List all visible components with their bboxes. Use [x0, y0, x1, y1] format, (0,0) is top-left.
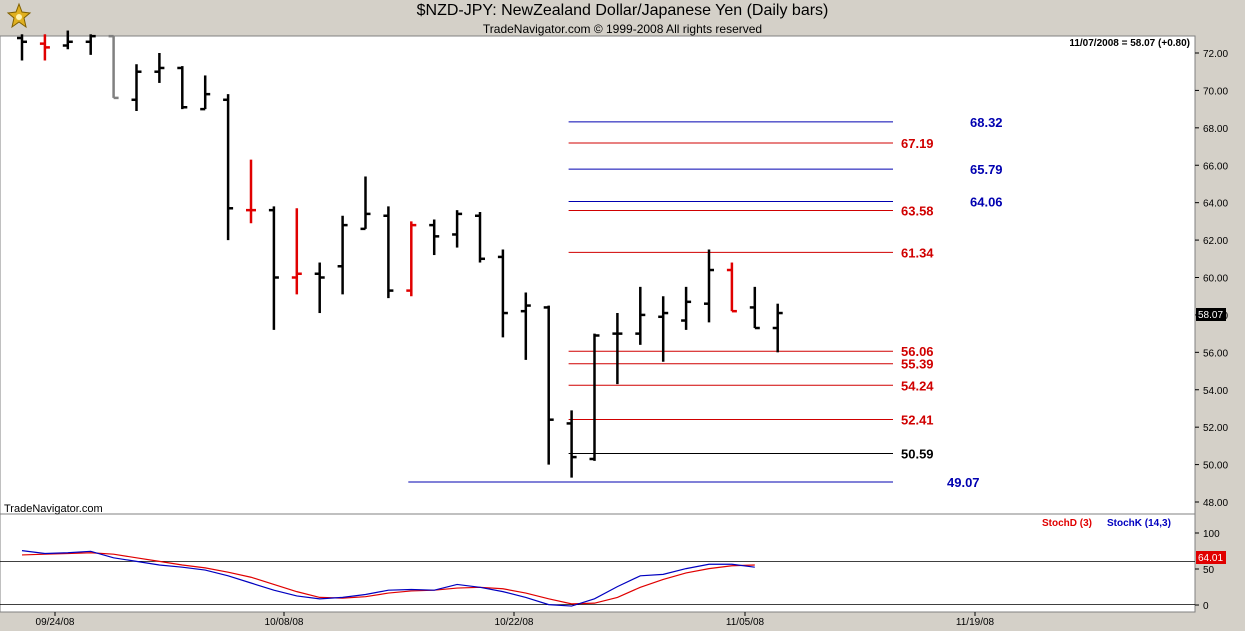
- stoch-d-line: [21, 552, 755, 605]
- price-tick-label: 60.00: [1203, 274, 1228, 285]
- fib-level-label: 68.32: [970, 115, 1003, 130]
- price-tick-label: 50.00: [1203, 461, 1228, 472]
- fib-level-label: 56.06: [901, 344, 934, 359]
- price-tick-label: 48.00: [1203, 498, 1228, 509]
- fib-level-label: 61.34: [901, 245, 934, 260]
- fib-level-label: 67.19: [901, 136, 934, 151]
- current-price-tag: [1196, 308, 1226, 321]
- stoch-current-tag: [1196, 551, 1226, 564]
- stoch-tick-label: 0: [1203, 601, 1209, 612]
- price-panel: [0, 35, 1196, 515]
- stoch-tick-label: 50: [1203, 565, 1215, 576]
- price-tick-label: 66.00: [1203, 161, 1228, 172]
- fib-level-label: 50.59: [901, 447, 934, 462]
- date-tick-label: 10/22/08: [495, 617, 534, 628]
- fib-level-label: 49.07: [947, 475, 980, 490]
- current-price-label: 58.07: [1198, 310, 1223, 321]
- fib-level-label: 64.06: [970, 195, 1003, 210]
- price-tick-label: 52.00: [1203, 423, 1228, 434]
- date-axis: 09/24/08 10/08/08 10/22/08 11/05/08 11/19/08: [36, 612, 995, 628]
- price-readout: 11/07/2008 = 58.07 (+0.80): [1069, 38, 1190, 49]
- watermark: TradeNavigator.com: [4, 503, 103, 515]
- fib-level-label: 54.24: [901, 378, 934, 393]
- stoch-k-line: [21, 550, 755, 607]
- price-tick-label: 56.00: [1203, 348, 1228, 359]
- price-tick-label: 70.00: [1203, 86, 1228, 97]
- fib-level-label: 52.41: [901, 412, 934, 427]
- stoch-current-label: 64.01: [1198, 553, 1223, 564]
- stoch-tick-label: 100: [1203, 529, 1220, 540]
- price-tick-label: 68.00: [1203, 124, 1228, 135]
- price-axis: 72.0070.0068.0066.0064.0062.0060.0058.00…: [1195, 49, 1228, 509]
- fib-level-label: 65.79: [970, 162, 1003, 177]
- fib-level-label: 63.58: [901, 204, 934, 219]
- fibonacci-levels: 68.32 67.19 65.79 64.06 63.58 61.34 56.0655.39…: [408, 115, 1003, 490]
- price-tick-label: 72.00: [1203, 49, 1228, 60]
- price-bars: [17, 30, 783, 478]
- price-tick-label: 64.00: [1203, 199, 1228, 210]
- chart-title: $NZD-JPY: NewZealand Dollar/Japanese Yen…: [416, 2, 829, 19]
- fib-level-label: 55.39: [901, 357, 934, 372]
- trade-navigator-logo-icon: [6, 2, 32, 29]
- date-tick-label: 11/19/08: [956, 617, 995, 628]
- stochastic-panel: [0, 513, 1196, 613]
- price-tick-label: 54.00: [1203, 386, 1228, 397]
- date-tick-label: 11/05/08: [726, 617, 765, 628]
- stochastic-lines: 100 50 0: [0, 529, 1220, 612]
- stoch-k-legend: StochK (14,3): [1107, 518, 1171, 529]
- date-tick-label: 09/24/08: [36, 617, 75, 628]
- chart-subtitle: TradeNavigator.com © 1999-2008 All right…: [482, 22, 763, 36]
- stoch-d-legend: StochD (3): [1042, 518, 1092, 529]
- price-tick-label: 62.00: [1203, 236, 1228, 247]
- date-tick-label: 10/08/08: [265, 617, 304, 628]
